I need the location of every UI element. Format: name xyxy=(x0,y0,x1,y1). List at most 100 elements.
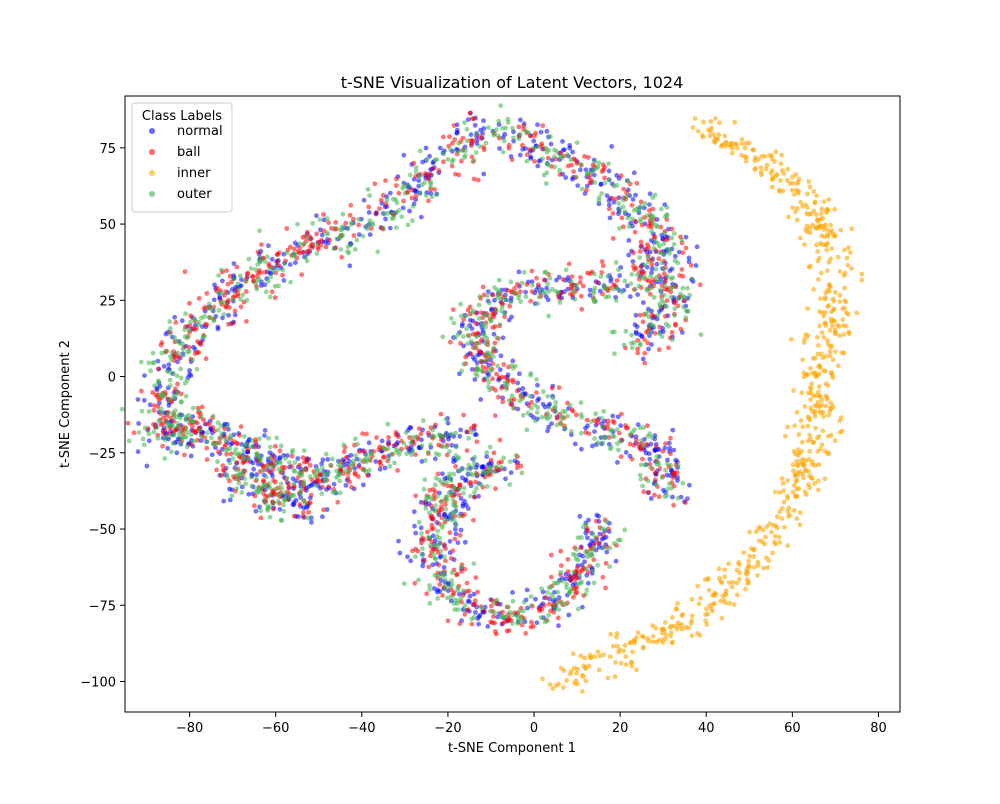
point-normal xyxy=(142,373,147,378)
point-outer xyxy=(259,468,265,473)
point-ball xyxy=(478,310,484,315)
point-ball xyxy=(422,558,427,563)
point-normal xyxy=(667,445,673,451)
point-ball xyxy=(627,441,633,447)
point-outer xyxy=(178,375,184,381)
point-normal xyxy=(290,476,296,482)
point-inner xyxy=(596,667,602,673)
point-inner xyxy=(735,592,740,598)
point-outer xyxy=(600,424,606,430)
point-ball xyxy=(255,270,261,276)
point-normal xyxy=(166,362,172,368)
point-ball xyxy=(467,304,473,310)
point-outer xyxy=(474,472,480,478)
point-inner xyxy=(818,270,824,276)
point-inner xyxy=(806,390,811,396)
point-inner xyxy=(783,433,788,439)
point-outer xyxy=(296,470,302,476)
point-outer xyxy=(450,157,456,163)
point-outer xyxy=(472,454,478,460)
legend-marker-outer xyxy=(149,191,155,197)
y-tick-label: −50 xyxy=(89,523,116,538)
point-ball xyxy=(658,224,664,230)
point-ball xyxy=(187,323,193,329)
point-outer xyxy=(516,292,522,297)
point-inner xyxy=(820,355,826,361)
point-ball xyxy=(464,580,470,586)
point-outer xyxy=(575,535,581,541)
point-ball xyxy=(493,486,498,492)
point-ball xyxy=(450,548,456,554)
point-outer xyxy=(464,326,469,332)
point-inner xyxy=(807,448,812,454)
point-outer xyxy=(448,594,454,600)
point-outer xyxy=(594,165,600,171)
point-normal xyxy=(640,356,646,362)
point-outer xyxy=(649,434,655,440)
point-inner xyxy=(744,155,749,160)
point-ball xyxy=(473,479,478,485)
point-inner xyxy=(758,165,764,171)
point-outer xyxy=(579,414,585,420)
point-outer xyxy=(401,581,407,586)
point-outer xyxy=(560,409,566,415)
point-ball xyxy=(463,354,468,360)
point-outer xyxy=(425,449,431,455)
point-inner xyxy=(827,344,833,350)
point-outer xyxy=(619,289,625,295)
point-outer xyxy=(525,410,531,416)
point-outer xyxy=(513,363,518,369)
point-ball xyxy=(645,340,651,346)
point-outer xyxy=(369,451,375,457)
point-inner xyxy=(807,432,813,438)
point-normal xyxy=(157,383,163,389)
point-inner xyxy=(635,630,641,635)
point-inner xyxy=(747,529,753,535)
point-inner xyxy=(807,485,813,491)
point-outer xyxy=(276,492,282,498)
point-outer xyxy=(464,138,470,144)
point-inner xyxy=(711,132,717,138)
point-outer xyxy=(536,294,542,300)
point-outer xyxy=(474,373,480,379)
point-inner xyxy=(820,216,826,221)
point-outer xyxy=(190,405,196,411)
series-inner xyxy=(540,116,865,694)
point-inner xyxy=(761,565,766,571)
point-ball xyxy=(663,441,668,447)
point-ball xyxy=(465,607,471,613)
point-normal xyxy=(352,466,358,471)
point-outer xyxy=(234,486,240,491)
point-inner xyxy=(824,268,830,274)
point-outer xyxy=(278,517,284,523)
point-ball xyxy=(343,455,349,461)
point-outer xyxy=(469,616,475,622)
point-normal xyxy=(598,181,604,187)
point-outer xyxy=(444,595,450,601)
point-outer xyxy=(337,490,343,496)
point-outer xyxy=(491,345,497,351)
point-inner xyxy=(764,162,770,168)
point-inner xyxy=(814,335,820,340)
point-inner xyxy=(747,553,752,559)
point-ball xyxy=(333,220,339,225)
point-normal xyxy=(631,170,637,176)
point-normal xyxy=(611,199,617,205)
point-normal xyxy=(478,397,484,402)
point-inner xyxy=(781,499,787,505)
point-ball xyxy=(300,514,306,519)
point-normal xyxy=(481,171,487,177)
point-ball xyxy=(575,565,580,570)
point-ball xyxy=(151,403,157,408)
point-outer xyxy=(590,531,596,537)
point-outer xyxy=(502,296,508,302)
point-outer xyxy=(170,441,176,446)
point-normal xyxy=(262,282,268,288)
point-ball xyxy=(321,212,326,217)
point-ball xyxy=(204,291,210,296)
point-ball xyxy=(529,268,535,274)
point-outer xyxy=(282,496,288,502)
point-ball xyxy=(468,351,474,357)
point-outer xyxy=(592,298,598,304)
point-outer xyxy=(466,333,472,339)
